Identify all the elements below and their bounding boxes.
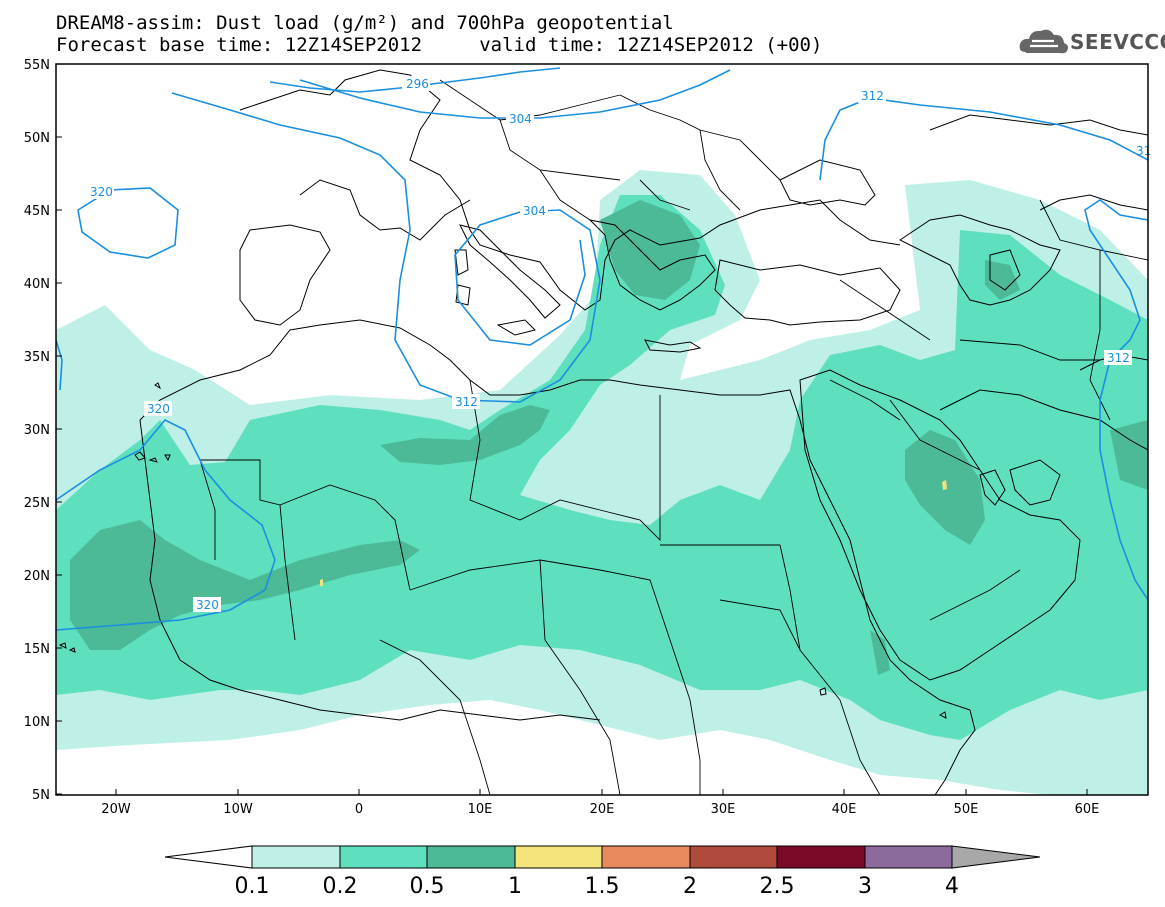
lon-label: 40E: [832, 802, 857, 817]
dust-area-0.5: [70, 520, 420, 650]
lat-label: 30N: [24, 423, 50, 438]
colorbar-label: 2.5: [760, 874, 795, 899]
colorbar-label: 0.2: [323, 874, 358, 899]
colorbar-swatch: [776, 845, 866, 869]
contour-label: 304: [523, 204, 546, 218]
lat-label: 40N: [24, 277, 50, 292]
contour-label: 320: [196, 598, 219, 612]
colorbar-swatch: [251, 845, 341, 869]
colorbar-swatch: [864, 845, 953, 869]
dust-area-0.5: [985, 260, 1020, 300]
lat-label: 25N: [24, 496, 50, 511]
contour-label: 320: [147, 402, 170, 416]
lat-label: 45N: [24, 204, 50, 219]
longitude-labels: 20W 10W 0 10E 20E 30E 40E 50E 60E: [101, 802, 1099, 817]
dust-area-0.5: [380, 405, 550, 465]
coastlines: [58, 69, 1148, 795]
colorbar-swatch: [601, 845, 691, 869]
contour-label: 312: [455, 395, 478, 409]
dust-area-1: [320, 579, 323, 586]
dust-area-0.5: [600, 200, 700, 300]
colorbar-label: 1.5: [585, 874, 620, 899]
contour-label: 31: [1136, 144, 1151, 158]
tick-marks: [56, 63, 1088, 795]
lat-label: 35N: [24, 350, 50, 365]
lat-label: 50N: [24, 131, 50, 146]
lon-label: 10W: [223, 802, 253, 817]
lat-label: 20N: [24, 569, 50, 584]
lon-label: 20W: [101, 802, 131, 817]
colorbar-high-arrow: [951, 845, 1041, 869]
contour-label: 312: [1107, 351, 1130, 365]
dust-area-0.5: [1110, 420, 1148, 490]
lon-label: 60E: [1075, 802, 1100, 817]
geopotential-contours: [56, 67, 1148, 631]
colorbar-swatch: [339, 845, 428, 869]
colorbar-swatch: [689, 845, 778, 869]
lon-label: 20E: [590, 802, 615, 817]
logo-text: SEEVCCC: [1070, 30, 1165, 54]
lon-label: 10E: [468, 802, 493, 817]
seevccc-logo: SEEVCCC: [1018, 24, 1165, 60]
colorbar-low-arrow: [164, 845, 253, 869]
dust-area-0.2: [56, 195, 1148, 740]
dust-area-1: [942, 480, 947, 490]
lat-label: 55N: [24, 58, 50, 73]
colorbar-swatch: [426, 845, 516, 869]
lon-label: 50E: [954, 802, 979, 817]
map-subtitle: Forecast base time: 12Z14SEP2012 valid t…: [56, 34, 823, 56]
colorbar-label: 3: [858, 874, 872, 899]
colorbar-labels: 0.1 0.2 0.5 1 1.5 2 2.5 3 4: [235, 874, 960, 899]
colorbar-label: 2: [683, 874, 697, 899]
colorbar-label: 0.5: [410, 874, 445, 899]
contour-labels: 296 304 312 320 304 312 320 320 312 31: [86, 76, 1151, 612]
lon-label: 30E: [711, 802, 736, 817]
colorbar-label: 4: [945, 874, 959, 899]
contour-label: 312: [861, 89, 884, 103]
contour-label: 304: [509, 112, 532, 126]
lat-label: 5N: [32, 788, 50, 803]
dust-field: [56, 170, 1148, 795]
cloud-icon: [1019, 29, 1068, 54]
latitude-labels: 55N 50N 45N 40N 35N 30N 25N 20N 15N 10N …: [24, 58, 50, 803]
map-title: DREAM8-assim: Dust load (g/m²) and 700hP…: [56, 12, 674, 34]
lat-label: 10N: [24, 715, 50, 730]
contour-label: 296: [406, 77, 429, 91]
colorbar: [164, 845, 1041, 869]
lat-label: 15N: [24, 642, 50, 657]
contour-label: 320: [90, 185, 113, 199]
colorbar-label: 0.1: [235, 874, 270, 899]
colorbar-swatch: [514, 845, 603, 869]
lon-label: 0: [355, 802, 363, 817]
colorbar-label: 1: [508, 874, 522, 899]
dust-area-0.5: [870, 630, 890, 675]
